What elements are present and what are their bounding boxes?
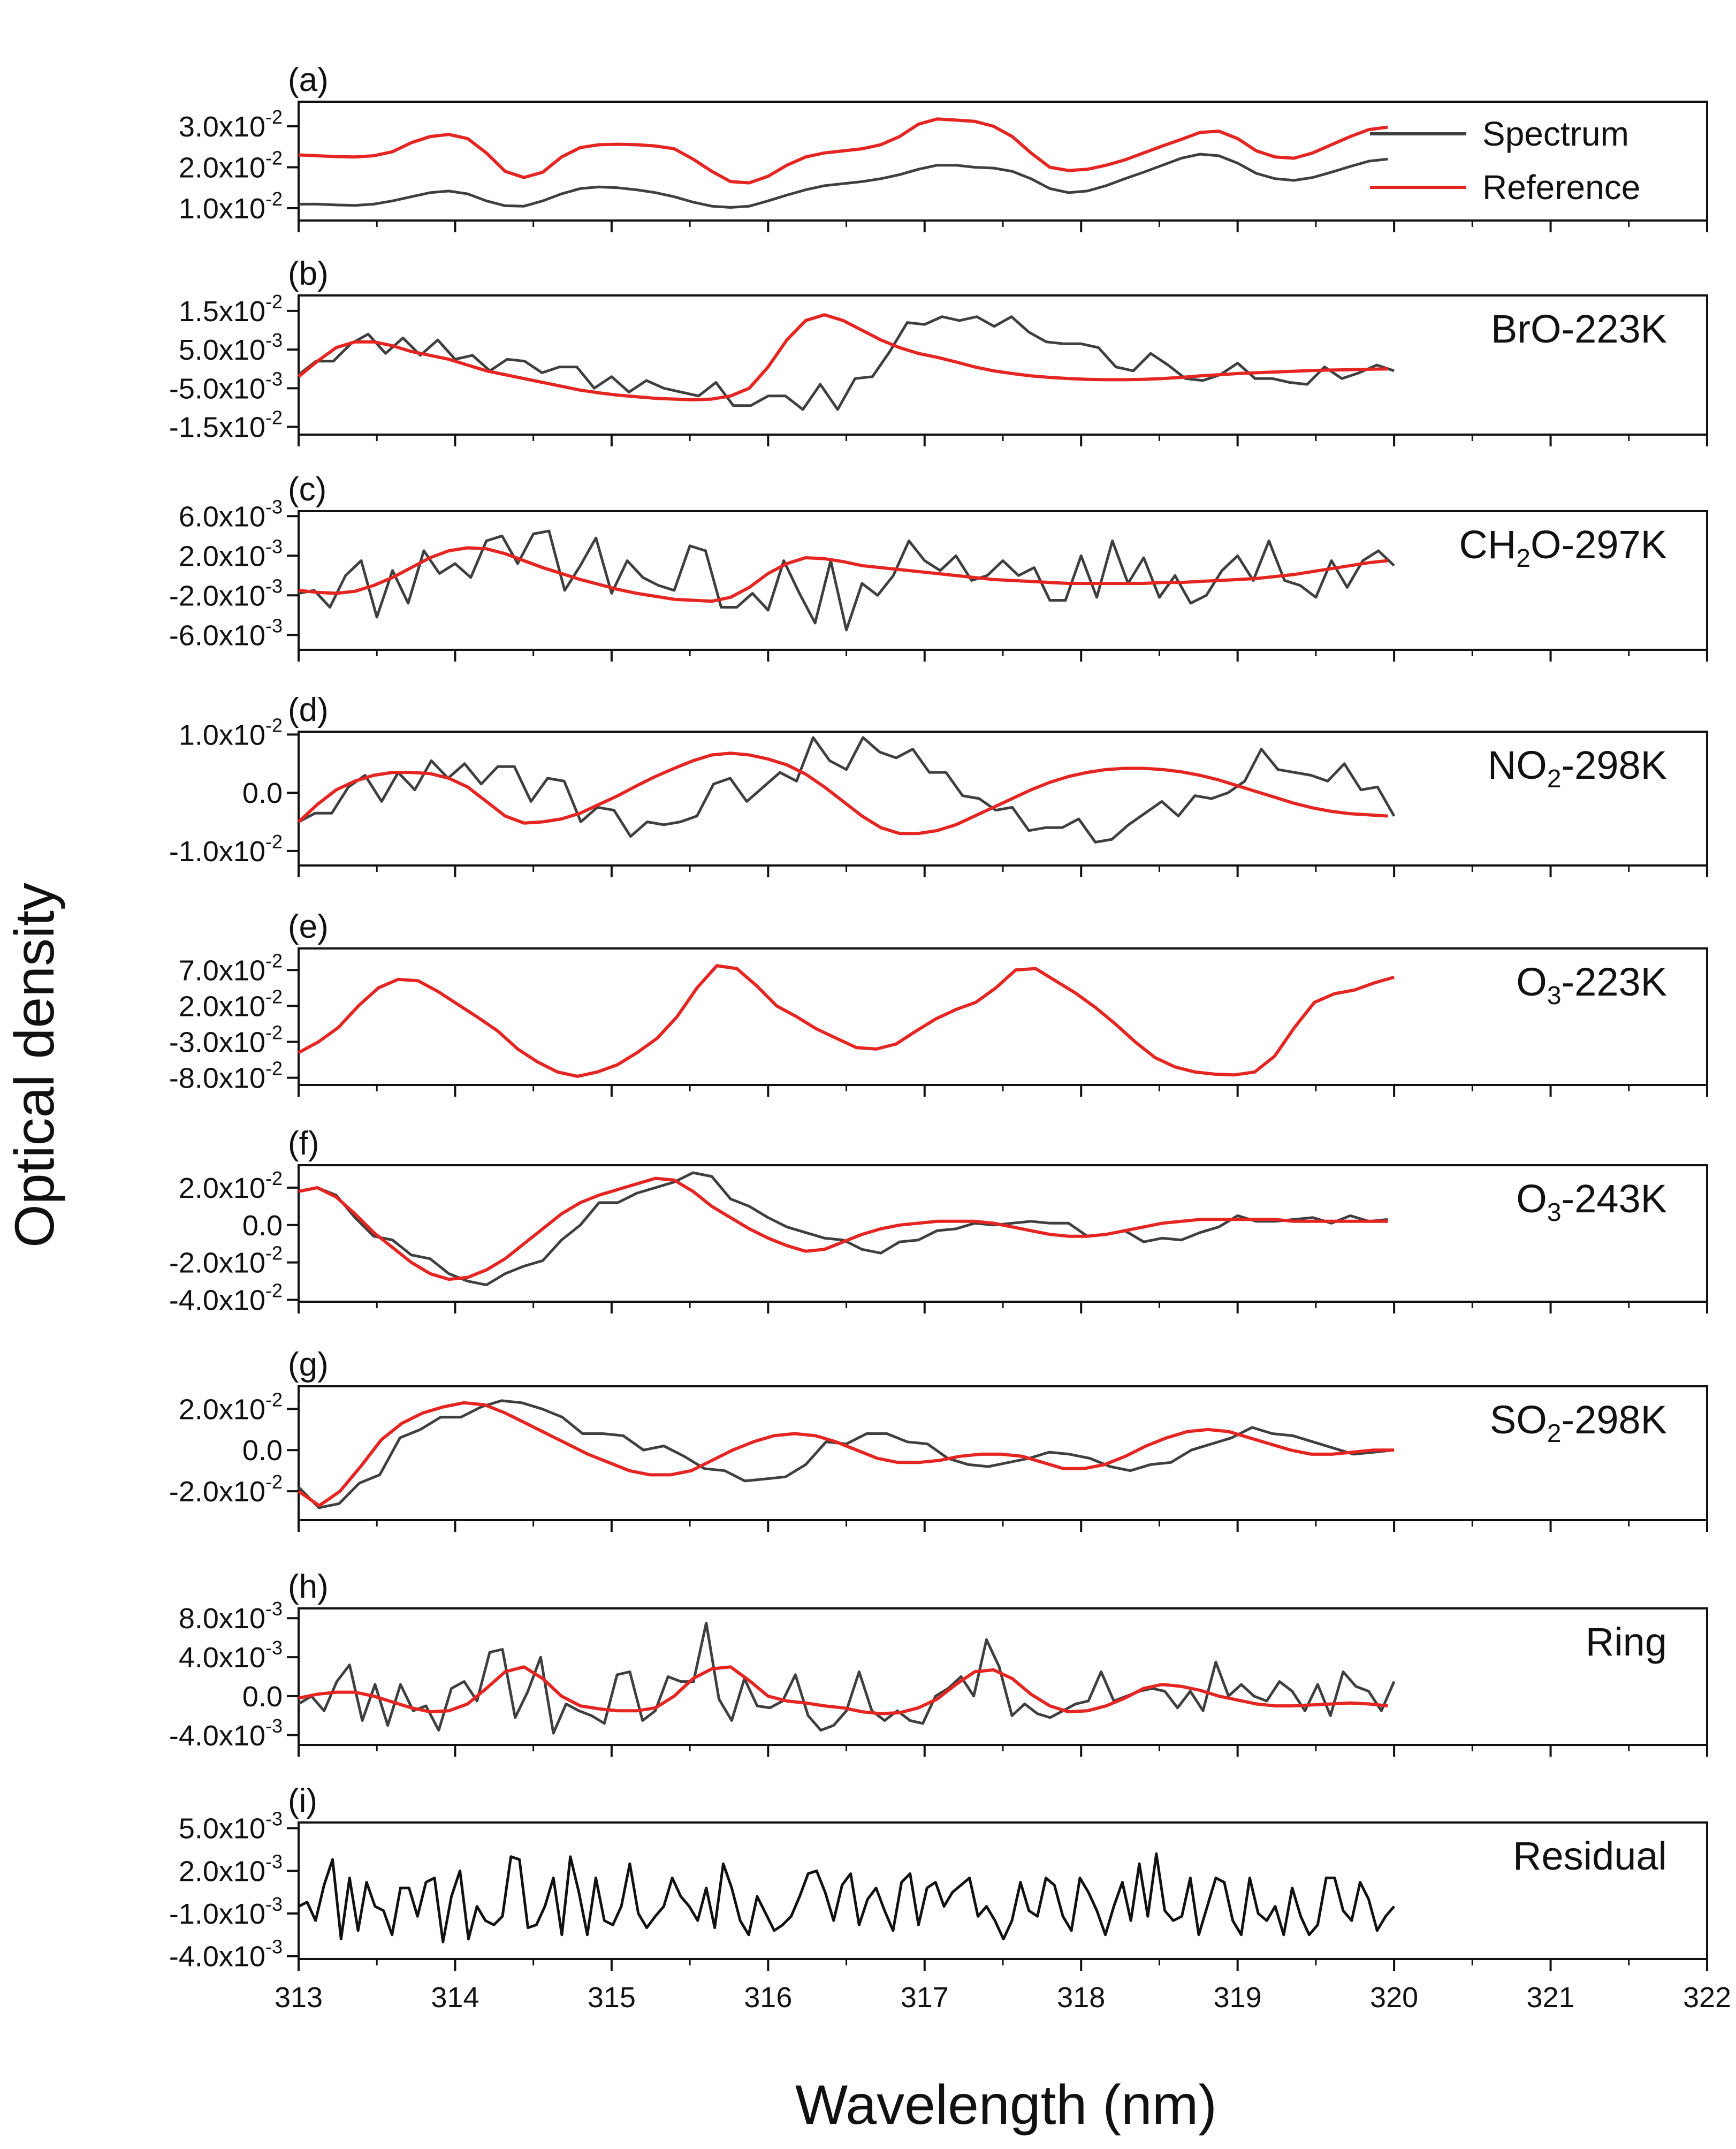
series-spectrum-line xyxy=(298,964,1395,1078)
species-label: O3-243K xyxy=(1516,1176,1667,1227)
panel-letter: (c) xyxy=(288,471,326,508)
panel-letter: (a) xyxy=(288,62,329,98)
series-reference-line xyxy=(297,751,1388,836)
panel-letter: (e) xyxy=(288,908,329,945)
y-tick-label: 3.0x10-2 xyxy=(179,106,283,143)
panel-f: (f) -4.0x10-2-2.0x10-20.0 2.0x10-2 O3-243K xyxy=(169,1125,1708,1317)
y-tick-label: 0.0 xyxy=(242,777,283,809)
panel-letter: (i) xyxy=(288,1782,317,1819)
y-tick-label: 6.0x10-3 xyxy=(179,496,283,533)
series-spectrum-line xyxy=(298,1621,1396,1735)
y-tick-label: -2.0x10-2 xyxy=(169,1242,283,1279)
panel-i: (i) -4.0x10-3 -1.0x10-3 2.0x10-3 5.0x10-3 Res… xyxy=(169,1782,1708,1973)
panel-letter: (h) xyxy=(288,1568,329,1605)
y-tick-label: 5.0x10-3 xyxy=(179,329,283,366)
y-tick-label: 4.0x10-3 xyxy=(179,1637,283,1674)
y-tick-label: 2.0x10-2 xyxy=(179,1388,283,1425)
y-tick-label: -1.5x10-2 xyxy=(169,407,283,444)
panel-letter: (b) xyxy=(288,255,329,292)
x-tick-label: 318 xyxy=(1057,1981,1105,2014)
species-label: NO2-298K xyxy=(1488,743,1667,793)
y-tick-label: 2.0x10-2 xyxy=(179,147,283,184)
series-reference-line xyxy=(298,546,1388,603)
series-spectrum-line xyxy=(298,315,1395,411)
y-tick-label: 0.0 xyxy=(242,1210,283,1242)
y-tick-label: 0.0 xyxy=(242,1434,283,1467)
series-spectrum-line xyxy=(298,736,1396,844)
series-reference-line xyxy=(298,117,1388,185)
x-axis: 313 314 315 316 317 318 319 320 321 322 xyxy=(275,1981,1731,2014)
y-tick-label: -2.0x10-3 xyxy=(169,575,283,612)
panel-frame xyxy=(298,1164,1708,1303)
y-tick-label: 7.0x10-2 xyxy=(179,950,283,986)
x-tick-label: 321 xyxy=(1527,1981,1575,2014)
species-label: BrO-223K xyxy=(1491,307,1667,351)
series-spectrum-line xyxy=(298,1171,1388,1287)
y-tick-label: -5.0x10-3 xyxy=(169,368,283,405)
panel-frame xyxy=(298,947,1708,1086)
series-reference-line xyxy=(298,1401,1395,1508)
species-label: CH2O-297K xyxy=(1459,522,1667,573)
x-tick-label: 316 xyxy=(744,1981,792,2014)
y-tick-label: 5.0x10-3 xyxy=(179,1808,283,1845)
panel-a: (a) 1.0x10-2 2.0x10-2 3.0x10-2 Spectrum Refer… xyxy=(179,62,1708,232)
x-tick-label: 322 xyxy=(1683,1981,1731,2014)
y-axis-title: Optical density xyxy=(4,883,66,1248)
legend: Spectrum Reference xyxy=(1370,115,1640,207)
y-tick-label: 2.0x10-2 xyxy=(179,1167,283,1204)
x-tick-label: 314 xyxy=(431,1981,479,2014)
series-spectrum-line xyxy=(298,529,1395,632)
y-tick-label: -4.0x10-3 xyxy=(169,1715,283,1752)
legend-label: Spectrum xyxy=(1482,115,1629,153)
x-tick-label: 319 xyxy=(1214,1981,1262,2014)
panel-letter: (g) xyxy=(288,1346,329,1383)
y-tick-label: -1.0x10-3 xyxy=(169,1893,283,1930)
panel-letter: (d) xyxy=(288,692,329,728)
y-tick-label: 8.0x10-3 xyxy=(179,1598,283,1635)
panel-d: (d) -1.0x10-2 0.0 1.0x10-2 NO2-298K xyxy=(169,692,1708,877)
y-tick-label: -1.0x10-2 xyxy=(169,831,283,868)
panels: (a) 1.0x10-2 2.0x10-2 3.0x10-2 Spectrum Refer… xyxy=(169,62,1708,1973)
panel-g: (g) -2.0x10-2 0.0 2.0x10-2 SO2-298K xyxy=(169,1346,1708,1532)
series-spectrum-line xyxy=(298,1399,1395,1509)
x-axis-title: Wavelength (nm) xyxy=(795,2074,1217,2136)
legend-label: Reference xyxy=(1482,168,1640,207)
species-label: Residual xyxy=(1513,1834,1667,1878)
y-tick-label: 2.0x10-2 xyxy=(179,985,283,1022)
y-tick-label: 0.0 xyxy=(242,1681,283,1713)
y-tick-label: 1.5x10-2 xyxy=(179,291,283,328)
series-residual-line xyxy=(298,1852,1396,1943)
x-tick-label: 315 xyxy=(588,1981,636,2014)
series-reference-line xyxy=(298,313,1388,401)
y-tick-label: -6.0x10-3 xyxy=(169,614,283,651)
series-reference-line xyxy=(298,1176,1388,1281)
y-tick-label: 1.0x10-2 xyxy=(179,188,283,225)
species-label: O3-223K xyxy=(1516,960,1667,1010)
species-label: SO2-298K xyxy=(1490,1398,1667,1448)
series-reference-line xyxy=(298,964,1395,1078)
series-reference-line xyxy=(298,1665,1388,1715)
y-tick-label: -8.0x10-2 xyxy=(169,1058,283,1095)
panel-c: (c) -6.0x10-3-2.0x10-32.0x10-36.0x10-3 CH2… xyxy=(169,471,1708,662)
y-tick-label: -4.0x10-2 xyxy=(169,1280,283,1317)
y-tick-label: -3.0x10-2 xyxy=(169,1021,283,1058)
x-tick-label: 313 xyxy=(275,1981,323,2014)
species-label: Ring xyxy=(1586,1620,1667,1664)
panel-b: (b) -1.5x10-2-5.0x10-35.0x10-31.5x10-2 BrO… xyxy=(169,255,1708,446)
panel-h: (h) -4.0x10-30.0 4.0x10-38.0x10-3 Ring xyxy=(169,1568,1708,1757)
x-tick-label: 320 xyxy=(1370,1981,1418,2014)
x-tick-label: 317 xyxy=(901,1981,949,2014)
y-tick-label: 2.0x10-3 xyxy=(179,1850,283,1887)
series-spectrum-line xyxy=(299,153,1388,209)
panel-e: (e) -8.0x10-2-3.0x10-22.0x10-27.0x10-2 O3-… xyxy=(169,908,1708,1097)
y-tick-label: -4.0x10-3 xyxy=(169,1936,283,1973)
panel-letter: (f) xyxy=(288,1125,319,1162)
y-tick-label: 2.0x10-3 xyxy=(179,535,283,572)
y-tick-label: -2.0x10-2 xyxy=(169,1471,283,1508)
y-tick-label: 1.0x10-2 xyxy=(179,714,283,751)
